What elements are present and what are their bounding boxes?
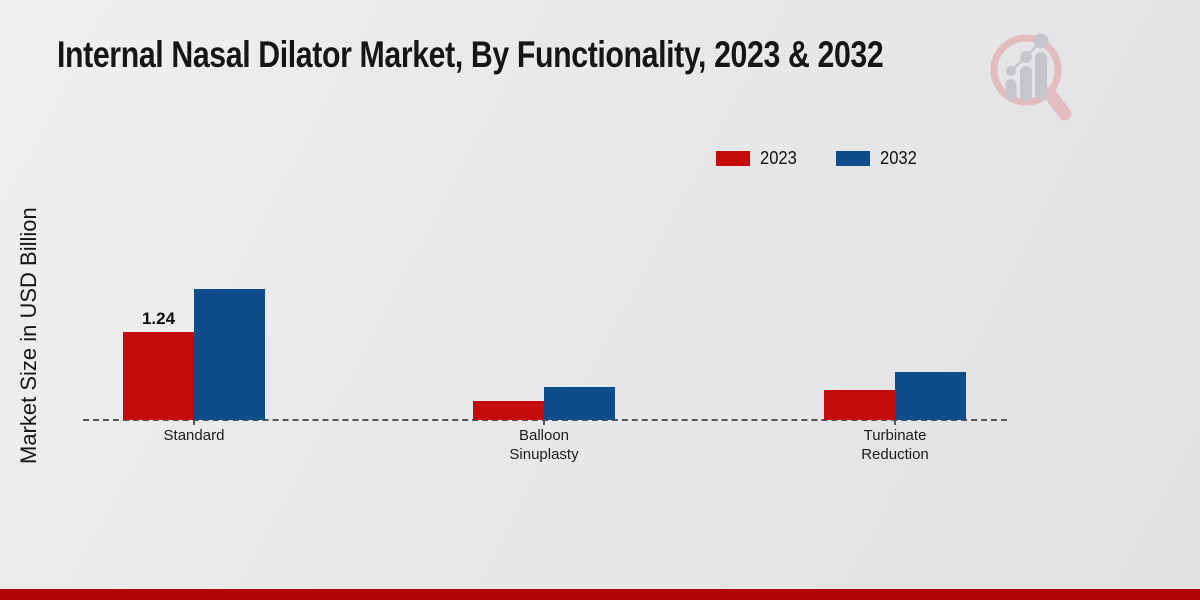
plot-area: 1.24 Standard Balloon Sinuplasty Turbinate … [83,150,1007,463]
y-axis-title: Market Size in USD Billion [16,207,41,464]
legend-item-2023: 2023 [716,148,800,169]
legend: 2023 2032 [716,148,920,169]
legend-label-2032: 2032 [880,148,917,168]
legend-item-2032: 2032 [836,148,920,169]
x-axis-tick [894,420,896,425]
bar-value-label: 1.24 [141,309,176,328]
category-label-balloon-sinuplasty: Balloon Sinuplasty [509,427,579,463]
bar-2032-standard [194,289,265,420]
x-axis-line [83,419,1007,421]
bar-2032-turbinate-reduction [895,372,966,420]
bar-2032-balloon-sinuplasty [544,387,615,420]
bar-2023-standard [123,332,194,420]
footer-bar [0,589,1200,600]
legend-label-2023: 2023 [760,148,797,168]
bar-2023-turbinate-reduction [824,390,895,420]
chart-title: Internal Nasal Dilator Market, By Functi… [57,34,884,75]
legend-swatch-2032 [836,151,871,166]
bar-2023-balloon-sinuplasty [473,401,544,420]
x-axis-tick [193,420,195,425]
x-axis-tick [543,420,545,425]
category-label-turbinate-reduction: Turbinate Reduction [861,427,929,463]
legend-swatch-2023 [716,151,750,166]
category-label-standard: Standard [163,427,225,444]
market-research-future-logo-icon [990,33,1072,121]
